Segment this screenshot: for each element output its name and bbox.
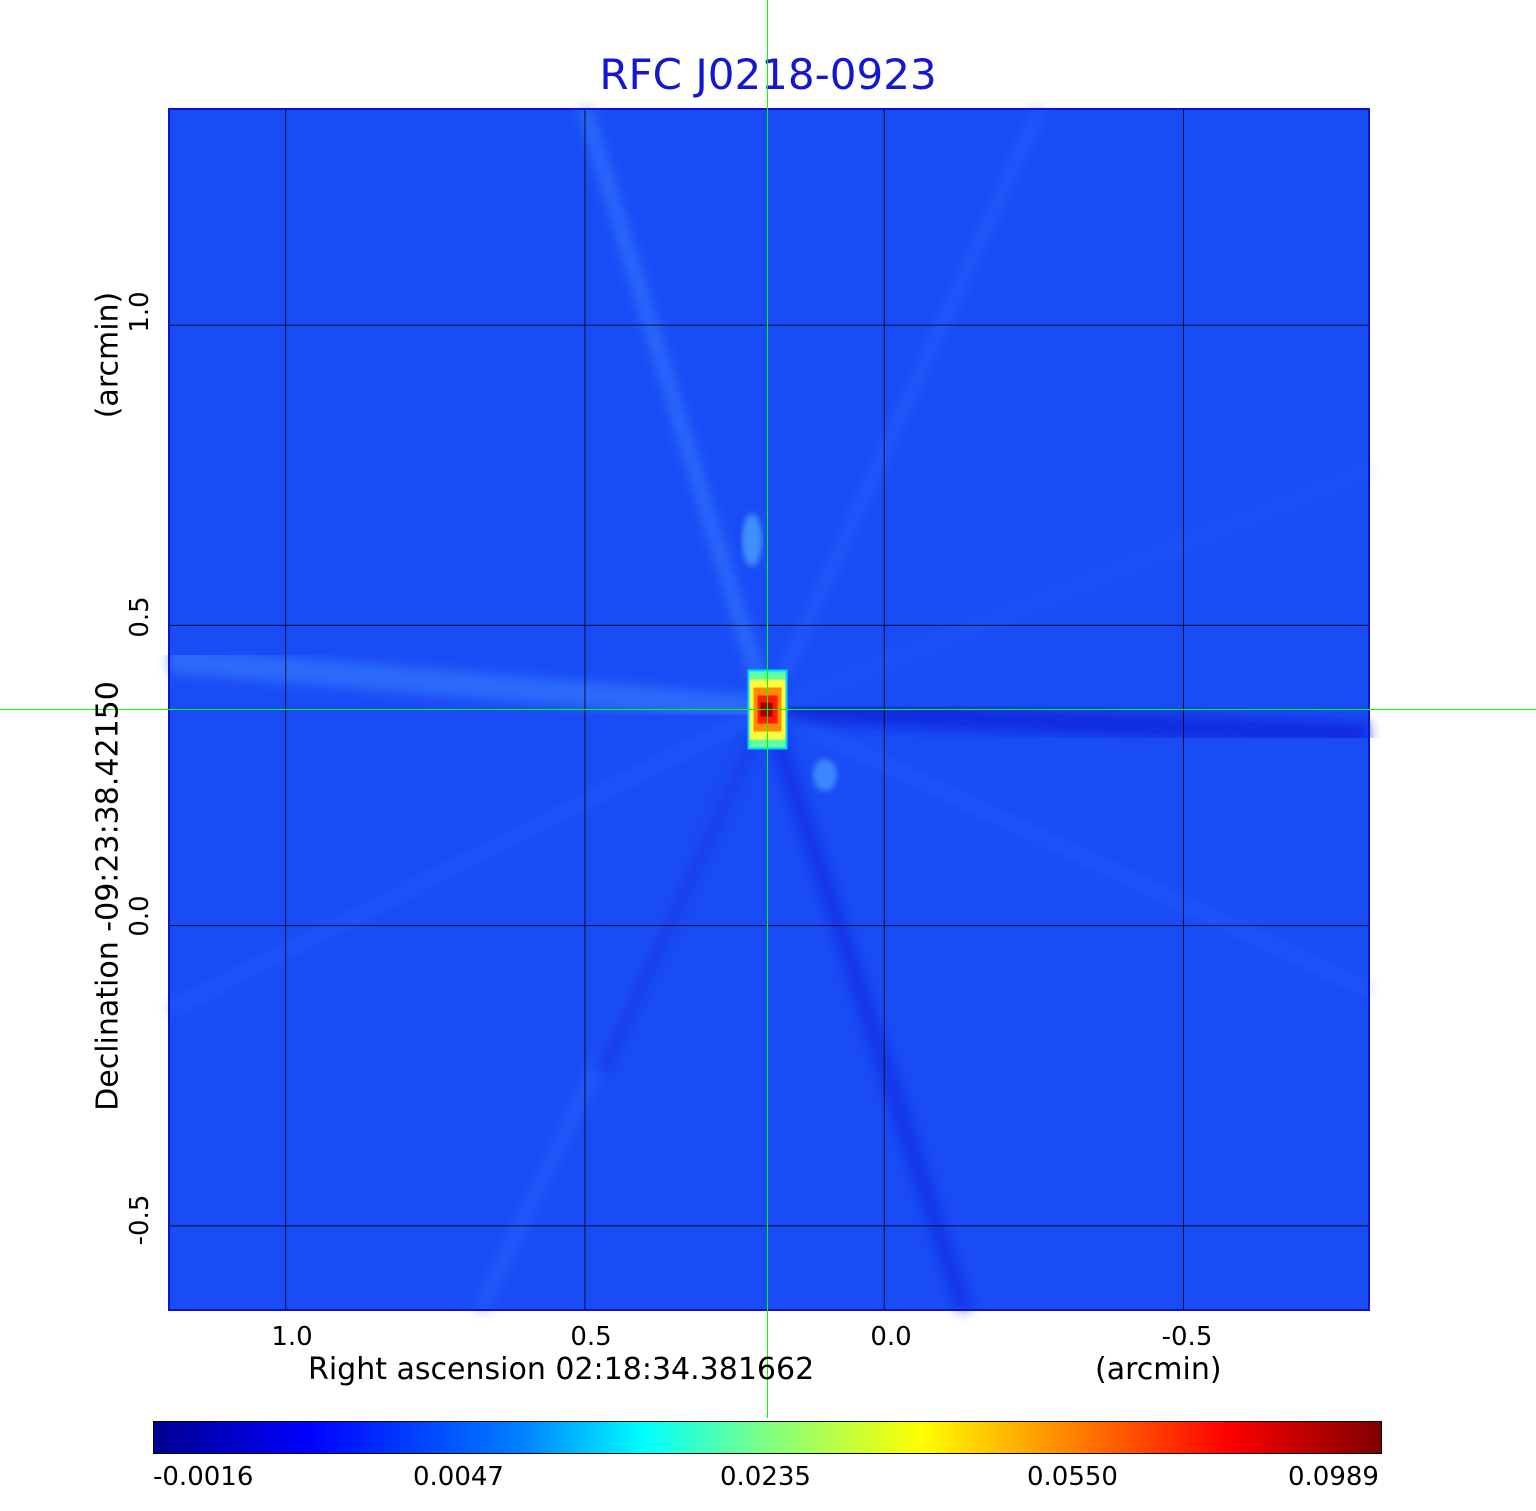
y-axis-label: Declination -09:23:38.42150 bbox=[90, 681, 126, 1111]
colorbar-tick-label: 0.0550 bbox=[1027, 1462, 1118, 1492]
sidelobe-streak bbox=[766, 466, 1371, 714]
sidelobe-streak bbox=[766, 697, 1370, 747]
sidelobe-streak bbox=[762, 106, 1045, 712]
secondary-blob bbox=[742, 514, 762, 566]
x-tick-label: 1.0 bbox=[271, 1322, 313, 1352]
y-tick-label: -0.5 bbox=[125, 1194, 155, 1246]
sidelobe-streak bbox=[595, 707, 773, 1073]
colorbar-tick-label: 0.0047 bbox=[413, 1462, 504, 1492]
colorbar-tick-label: 0.0235 bbox=[720, 1462, 811, 1492]
sidelobe-streak bbox=[167, 647, 769, 723]
sidelobe-streak bbox=[578, 106, 775, 712]
x-tick-label: 0.5 bbox=[570, 1322, 612, 1352]
colorbar bbox=[153, 1421, 1382, 1454]
colorbar-tick-label: 0.0989 bbox=[1288, 1462, 1379, 1492]
sidelobe-streak bbox=[765, 704, 1372, 995]
y-tick-label: 0.0 bbox=[125, 895, 155, 937]
colorbar-tick-label: -0.0016 bbox=[153, 1462, 254, 1492]
y-tick-label: 0.5 bbox=[125, 596, 155, 638]
y-tick-label: 1.0 bbox=[125, 291, 155, 333]
x-tick-label: 0.0 bbox=[870, 1322, 912, 1352]
sidelobe-streak bbox=[166, 705, 770, 1015]
crosshair bbox=[0, 0, 1536, 1418]
x-axis-unit: (arcmin) bbox=[1095, 1352, 1222, 1387]
secondary-blob bbox=[813, 759, 837, 791]
x-tick-label: -0.5 bbox=[1161, 1322, 1213, 1352]
sidelobe-streak bbox=[761, 707, 971, 1312]
y-axis-unit: (arcmin) bbox=[90, 291, 126, 419]
x-axis-label: Right ascension 02:18:34.381662 bbox=[308, 1352, 815, 1387]
